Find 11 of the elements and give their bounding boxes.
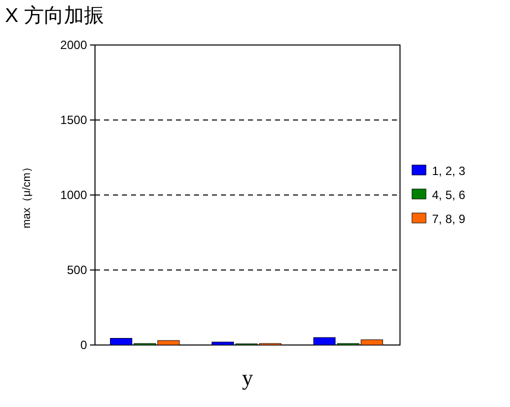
y-tick-label: 500 — [66, 263, 88, 277]
x-axis-title: y — [242, 365, 253, 390]
legend-label: 4, 5, 6 — [432, 188, 466, 202]
chart-title: X 方向加振 — [5, 4, 104, 27]
legend-label: 7, 8, 9 — [432, 212, 466, 226]
y-tick-label: 2000 — [60, 38, 88, 52]
y-tick-label: 1500 — [60, 113, 88, 127]
y-tick-label: 0 — [80, 338, 88, 352]
legend-label: 1, 2, 3 — [432, 164, 466, 178]
y-tick-label: 1000 — [60, 188, 88, 202]
y-axis-title: max（μ/cm） — [21, 162, 33, 228]
